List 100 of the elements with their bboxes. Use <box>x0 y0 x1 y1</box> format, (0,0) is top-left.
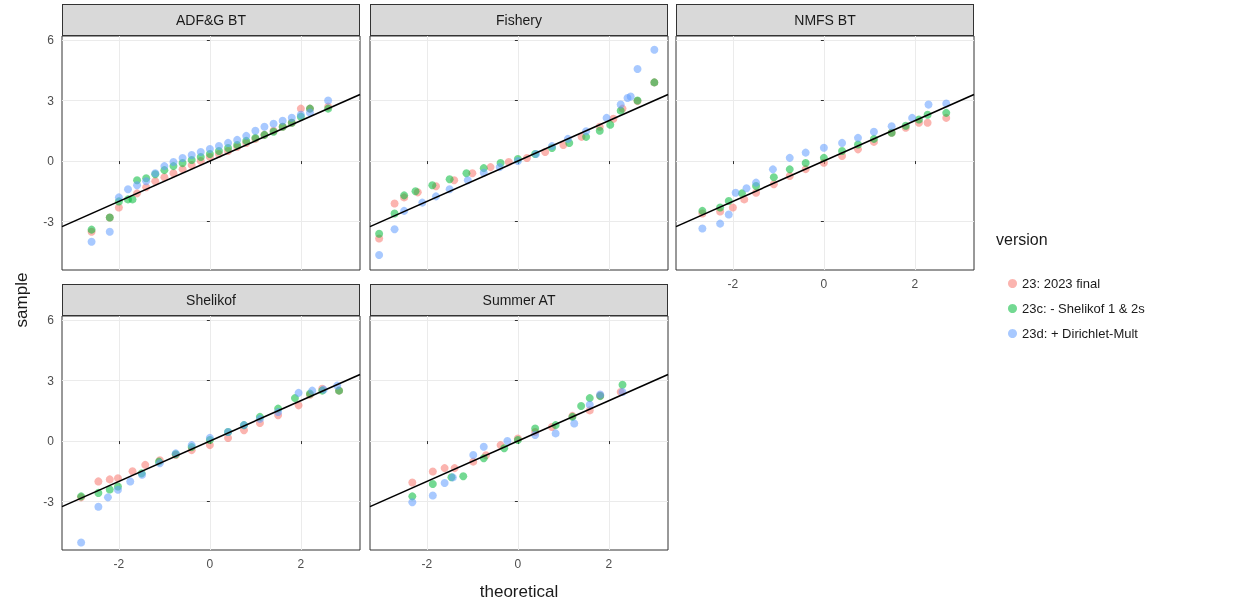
point <box>616 100 625 109</box>
point <box>728 203 737 212</box>
legend-label: 23d: + Dirichlet-Mult <box>1022 326 1139 341</box>
point <box>324 96 333 105</box>
point <box>251 126 260 135</box>
y-tick-label: 3 <box>47 373 55 388</box>
point <box>428 181 437 190</box>
point <box>698 224 707 233</box>
point <box>731 188 740 197</box>
point <box>126 477 135 486</box>
point <box>853 133 862 142</box>
chart-title: ADF&G BT <box>62 4 360 36</box>
point <box>278 116 287 125</box>
x-tick-label: 2 <box>605 557 613 571</box>
point <box>287 113 296 122</box>
point <box>141 460 150 469</box>
point <box>469 450 478 459</box>
x-tick-label: 0 <box>820 277 828 291</box>
point <box>408 498 417 507</box>
point <box>114 193 123 202</box>
point <box>724 210 733 219</box>
point <box>768 165 777 174</box>
point <box>577 401 586 410</box>
point <box>479 442 488 451</box>
point <box>819 143 828 152</box>
point <box>486 163 495 172</box>
point <box>923 118 932 127</box>
point <box>618 380 627 389</box>
point <box>462 169 471 178</box>
x-tick-label: 2 <box>297 557 305 571</box>
point <box>269 119 278 128</box>
y-tick-label: 6 <box>47 313 55 328</box>
point <box>595 126 604 135</box>
point <box>375 229 384 238</box>
point <box>290 394 299 403</box>
point <box>742 184 751 193</box>
point <box>551 429 560 438</box>
y-tick-label: -3 <box>43 214 55 229</box>
point <box>205 144 214 153</box>
point <box>769 173 778 182</box>
point <box>214 141 223 150</box>
point <box>178 154 187 163</box>
point <box>459 472 468 481</box>
point <box>123 185 132 194</box>
legend-label: 23c: - Shelikof 1 & 2s <box>1022 301 1146 316</box>
point <box>224 138 233 147</box>
point <box>570 419 579 428</box>
x-tick-label: -2 <box>421 557 433 571</box>
point <box>160 162 169 171</box>
point <box>801 148 810 157</box>
legend-label: 23: 2023 final <box>1022 276 1101 291</box>
point <box>113 474 122 483</box>
point <box>408 478 417 487</box>
point <box>77 538 86 547</box>
point <box>87 237 96 246</box>
point <box>187 151 196 160</box>
chart-title: Fishery <box>370 4 668 36</box>
y-tick-label: -3 <box>43 494 55 509</box>
point <box>887 122 896 131</box>
point <box>869 127 878 136</box>
legend-title: version <box>996 230 1048 248</box>
chart-title: NMFS BT <box>676 4 974 36</box>
point <box>94 502 103 511</box>
point <box>105 475 114 484</box>
y-tick-label: 6 <box>47 33 55 48</box>
point <box>942 108 951 117</box>
point <box>260 122 269 131</box>
point <box>633 65 642 74</box>
point <box>94 477 103 486</box>
point <box>294 388 303 397</box>
point <box>785 165 794 174</box>
point <box>390 225 399 234</box>
point <box>606 120 615 129</box>
point <box>428 491 437 500</box>
chart-title: Shelikof <box>62 284 360 316</box>
point <box>503 437 512 446</box>
point <box>924 100 933 109</box>
point <box>801 159 810 168</box>
point <box>440 479 449 488</box>
point <box>133 181 142 190</box>
point <box>428 467 437 476</box>
point <box>233 135 242 144</box>
point <box>650 45 659 54</box>
point <box>103 493 112 502</box>
point <box>428 480 437 489</box>
y-axis-title: sample <box>12 271 32 330</box>
point <box>785 153 794 162</box>
point <box>169 158 178 167</box>
point <box>585 400 594 409</box>
point <box>908 113 917 122</box>
point <box>585 394 594 403</box>
x-tick-label: 2 <box>911 277 919 291</box>
chart-title: Summer AT <box>370 284 668 316</box>
y-tick-label: 0 <box>47 154 55 169</box>
point <box>440 464 449 473</box>
x-tick-label: 0 <box>206 557 214 571</box>
x-axis-title: theoretical <box>478 582 560 602</box>
point <box>838 138 847 147</box>
point <box>716 219 725 228</box>
x-tick-label: -2 <box>727 277 739 291</box>
